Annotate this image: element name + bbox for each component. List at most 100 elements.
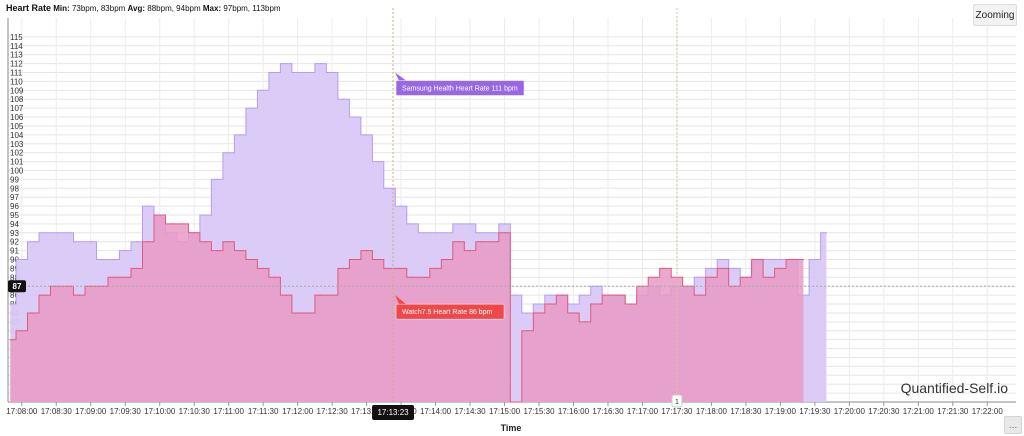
x-tick-label: 17:14:30 xyxy=(454,407,486,416)
data-point xyxy=(21,258,23,261)
data-point xyxy=(366,134,368,136)
data-point xyxy=(756,258,759,261)
chart-header: Heart Rate Min: 73bpm, 83bpm Avg: 88bpm,… xyxy=(6,3,281,13)
series-line xyxy=(10,214,804,403)
watch-tooltip-box xyxy=(395,303,505,320)
data-point xyxy=(377,161,379,163)
x-tick-label: 17:17:30 xyxy=(661,407,693,416)
data-point xyxy=(377,258,379,261)
annotation-marker: 1 xyxy=(675,399,679,406)
y-tick-label: 99 xyxy=(10,175,19,184)
x-tick-label: 17:18:30 xyxy=(730,407,762,416)
data-point xyxy=(423,276,425,278)
data-point xyxy=(480,232,483,234)
x-tick-label: 17:10:00 xyxy=(144,407,176,416)
y-tick-label: 91 xyxy=(10,247,19,256)
data-point xyxy=(515,294,517,296)
data-point xyxy=(90,241,92,243)
y-tick-label: 104 xyxy=(10,131,24,140)
data-point xyxy=(262,267,264,269)
data-point xyxy=(549,294,552,296)
x-tick-label: 17:20:30 xyxy=(868,407,900,416)
data-point xyxy=(423,232,425,234)
data-point xyxy=(389,187,391,189)
y-tick-label: 90 xyxy=(10,256,19,265)
data-point xyxy=(101,258,103,261)
data-point xyxy=(251,107,253,109)
data-point xyxy=(768,276,770,278)
y-tick-label: 107 xyxy=(10,104,24,113)
data-point xyxy=(343,98,345,100)
data-point xyxy=(366,250,368,252)
data-point xyxy=(722,258,724,261)
data-point xyxy=(113,258,115,261)
x-tick-label: 17:22:00 xyxy=(972,407,1004,416)
y-tick-label: 101 xyxy=(10,158,24,167)
min-value: 73bpm, 83bpm xyxy=(71,4,126,13)
data-point xyxy=(561,294,563,296)
data-point xyxy=(331,294,333,296)
data-point xyxy=(814,258,816,261)
data-point xyxy=(124,250,126,252)
y-tick-label: 115 xyxy=(10,33,23,42)
data-point xyxy=(733,285,736,287)
x-tick-label: 17:13:00 xyxy=(351,407,383,416)
crosshair-y-label-box xyxy=(8,280,26,293)
max-value: 97bpm, 113bpm xyxy=(223,4,281,13)
data-point xyxy=(193,232,195,234)
zooming-button[interactable]: Zooming xyxy=(973,4,1017,26)
data-point xyxy=(32,241,34,243)
data-point xyxy=(343,267,345,269)
data-point xyxy=(205,214,207,216)
data-point xyxy=(78,294,80,296)
data-point xyxy=(653,276,655,278)
y-tick-label: 89 xyxy=(10,264,19,273)
tooltip-pointer xyxy=(395,295,407,305)
y-tick-label: 100 xyxy=(10,166,24,175)
x-tick-label: 17:08:00 xyxy=(6,407,38,416)
y-tick-label: 96 xyxy=(10,202,19,211)
y-tick-label: 113 xyxy=(10,51,23,60)
data-point xyxy=(44,294,46,296)
x-tick-label: 17:09:00 xyxy=(75,407,107,416)
y-tick-label: 103 xyxy=(10,140,24,149)
data-point xyxy=(205,241,207,243)
data-point xyxy=(710,276,713,278)
x-tick-label: 17:11:30 xyxy=(248,407,279,416)
data-point xyxy=(538,312,540,314)
data-point xyxy=(285,294,287,296)
x-tick-label: 17:15:30 xyxy=(523,407,555,416)
data-point xyxy=(710,267,713,269)
data-point xyxy=(147,241,149,243)
data-point xyxy=(733,267,736,269)
data-point xyxy=(228,152,230,154)
data-point xyxy=(446,232,448,234)
data-point xyxy=(618,294,621,296)
data-point xyxy=(389,267,391,269)
data-point xyxy=(90,285,92,287)
x-tick-label: 17:11:00 xyxy=(213,407,244,416)
data-point xyxy=(136,241,138,243)
data-point xyxy=(44,232,46,234)
data-point xyxy=(239,250,241,252)
data-point xyxy=(768,258,770,261)
more-button[interactable]: … xyxy=(1004,416,1022,434)
data-point xyxy=(320,294,322,296)
data-point xyxy=(308,312,310,314)
data-point xyxy=(607,294,609,296)
crosshair-x-label-box xyxy=(372,405,415,420)
data-point xyxy=(285,63,287,65)
y-tick-label: 95 xyxy=(10,211,19,220)
data-point xyxy=(503,223,506,225)
data-point xyxy=(825,232,828,234)
x-tick-label: 17:17:00 xyxy=(627,407,659,416)
data-point xyxy=(216,178,218,180)
x-tick-label: 17:10:30 xyxy=(179,407,211,416)
data-point xyxy=(584,294,586,296)
data-point xyxy=(630,303,632,305)
data-point xyxy=(572,303,575,305)
data-point xyxy=(67,232,69,234)
data-point xyxy=(297,312,299,314)
data-point xyxy=(262,89,264,91)
